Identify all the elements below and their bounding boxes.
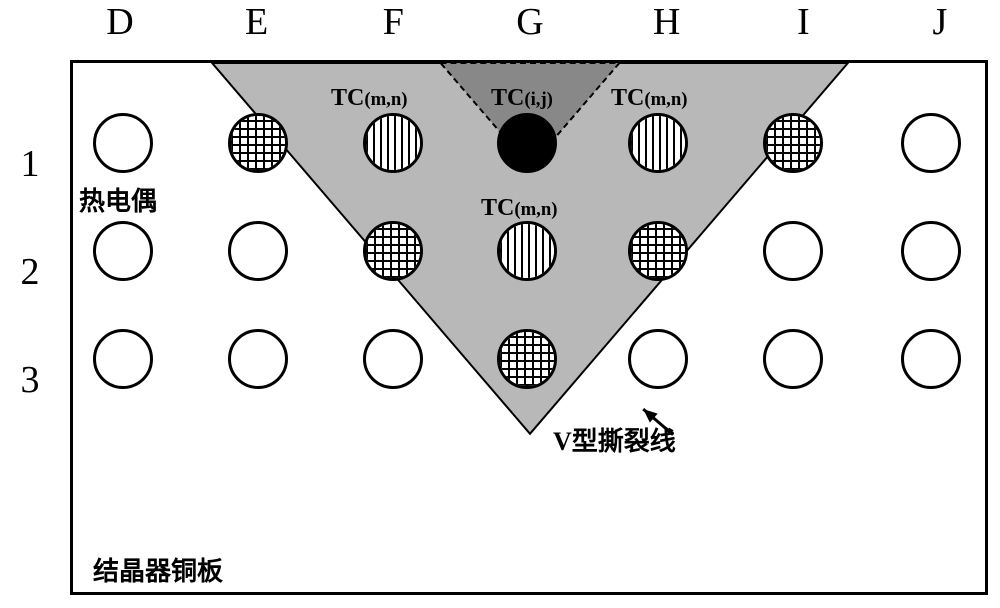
- thermocouple-circle: [497, 113, 557, 173]
- column-labels: D E F G H I J: [90, 0, 970, 60]
- thermocouple-circle: [93, 221, 153, 281]
- thermocouple-circle: [901, 221, 961, 281]
- col-label-E: E: [227, 0, 287, 60]
- col-label-H: H: [637, 0, 697, 60]
- tc-label: TC(i,j): [491, 85, 553, 112]
- thermocouple-circle: [228, 221, 288, 281]
- thermocouple-circle: [497, 329, 557, 389]
- thermocouple-circle: [497, 221, 557, 281]
- thermocouple-circle: [901, 113, 961, 173]
- thermocouple-circle: [228, 329, 288, 389]
- col-label-J: J: [910, 0, 970, 60]
- row-labels: 1 2 3: [0, 110, 60, 434]
- thermocouple-circle: [93, 113, 153, 173]
- thermocouple-circle: [763, 113, 823, 173]
- col-label-I: I: [773, 0, 833, 60]
- thermocouple-circle: [93, 329, 153, 389]
- col-label-F: F: [363, 0, 423, 60]
- copper-plate-label: 结晶器铜板: [93, 551, 223, 588]
- thermocouple-label: 热电偶: [79, 181, 157, 218]
- tc-label: TC(m,n): [331, 85, 407, 112]
- col-label-D: D: [90, 0, 150, 60]
- thermocouple-circle: [628, 113, 688, 173]
- thermocouple-circle: [763, 329, 823, 389]
- row-label-2: 2: [0, 218, 60, 326]
- thermocouple-circle: [363, 329, 423, 389]
- tc-label: TC(m,n): [611, 85, 687, 112]
- thermocouple-circle: [363, 113, 423, 173]
- col-label-G: G: [500, 0, 560, 60]
- thermocouple-circle: [901, 329, 961, 389]
- row-label-3: 3: [0, 326, 60, 434]
- row-label-1: 1: [0, 110, 60, 218]
- thermocouple-circle: [628, 329, 688, 389]
- thermocouple-circle: [628, 221, 688, 281]
- thermocouple-circle: [228, 113, 288, 173]
- thermocouple-circle: [363, 221, 423, 281]
- crystallizer-diagram: TC(m,n) TC(i,j) TC(m,n) TC(m,n) 热电偶 V型撕裂线 结…: [70, 60, 988, 595]
- tc-label: TC(m,n): [481, 195, 557, 222]
- tear-line-label: V型撕裂线: [553, 421, 676, 458]
- thermocouple-circle: [763, 221, 823, 281]
